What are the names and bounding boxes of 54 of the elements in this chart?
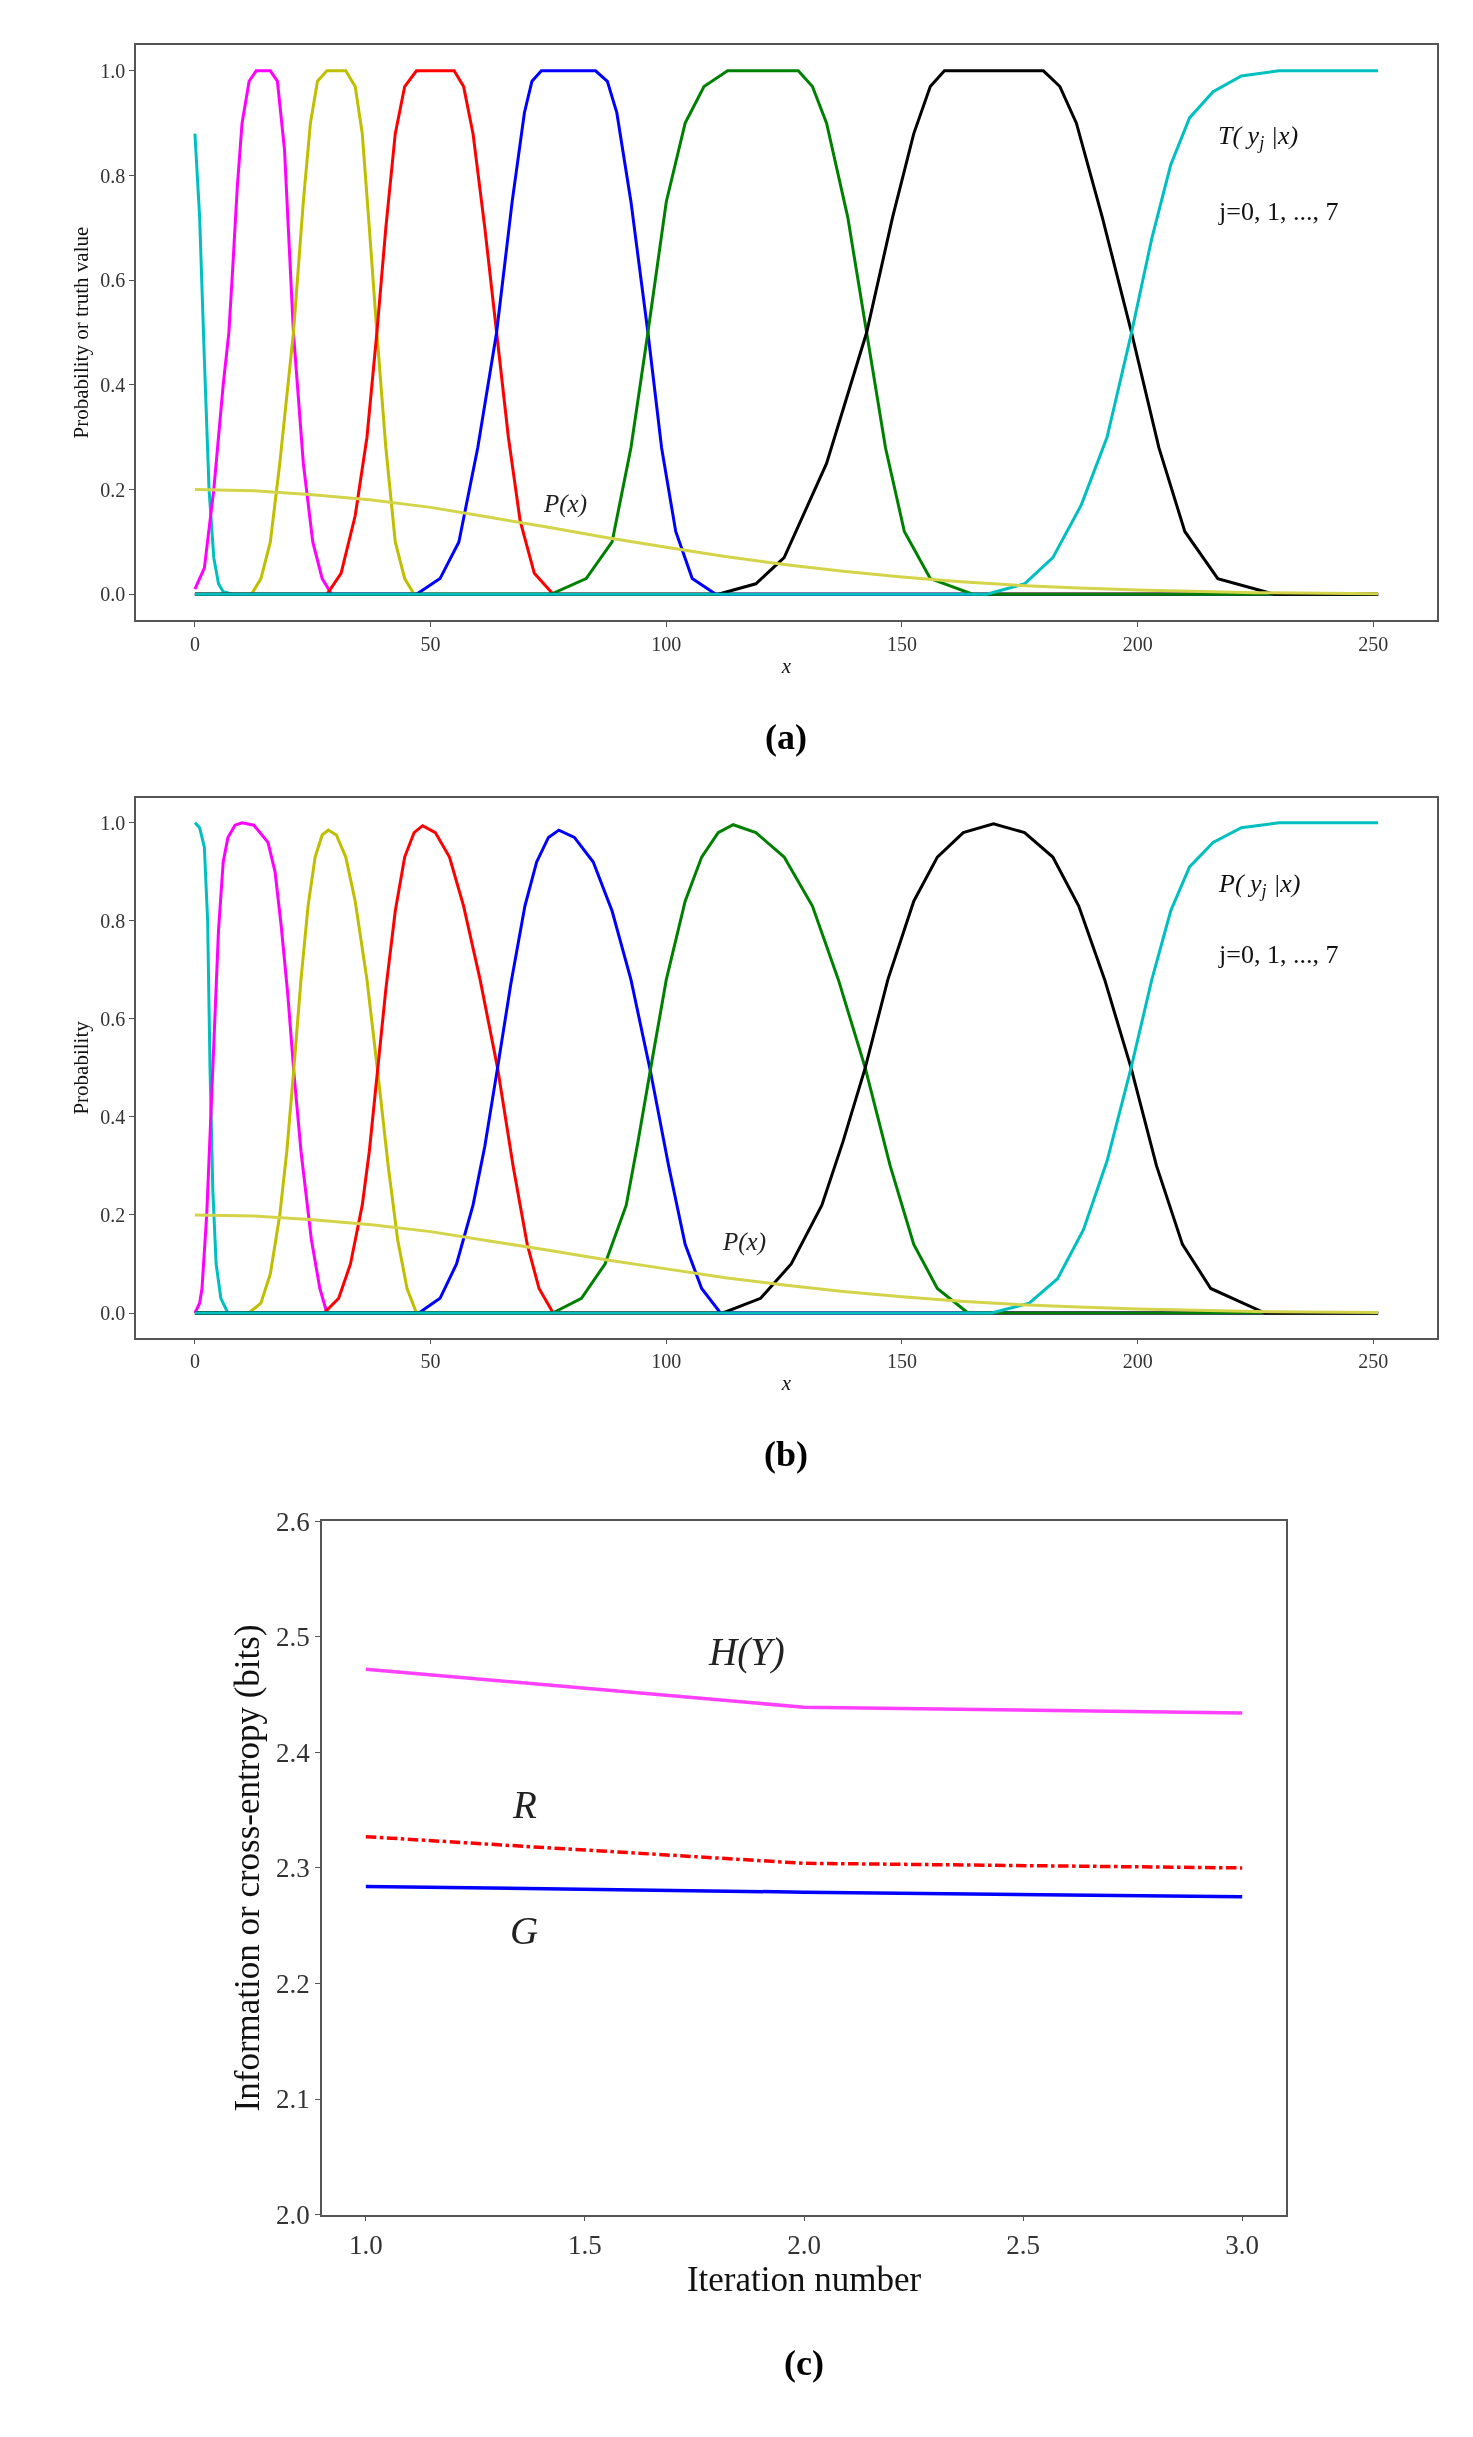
y-tick-label: 2.2	[276, 1968, 310, 1999]
x-tick-label: 0	[189, 633, 200, 656]
x-tick-label: 50	[420, 1350, 441, 1373]
series-label: H(Y)	[708, 1630, 785, 1674]
x-tick-label: 150	[886, 1350, 917, 1373]
y-axis-title: Probability	[68, 1020, 93, 1115]
x-tick-label: 1.0	[348, 2229, 383, 2260]
y-tick-label: 0.0	[100, 1302, 126, 1325]
series-label: G	[510, 1909, 539, 1952]
y-tick-label: 2.6	[276, 1506, 310, 1537]
y-axis-title: Information or cross-entropy (bits)	[227, 1624, 267, 2112]
annotation: P( y$_{j}$ |x)	[1218, 869, 1301, 902]
series-label: P(x)	[722, 1228, 767, 1256]
annotation: T( y$_{j}$ |x)	[1218, 121, 1299, 154]
text: (c)	[784, 2343, 824, 2383]
y-tick-label: 0.0	[100, 583, 126, 606]
y-tick-label: 2.1	[276, 2084, 310, 2115]
x-tick-label: 200	[1122, 633, 1153, 656]
series-label: R	[512, 1783, 537, 1826]
x-tick-label: 100	[651, 633, 682, 656]
y-tick-label: 2.4	[276, 1737, 311, 1768]
x-tick-label: 200	[1122, 1350, 1153, 1373]
y-tick-label: 2.0	[276, 2200, 310, 2231]
x-tick-label: 50	[420, 633, 441, 656]
series-label: P(x)	[543, 490, 588, 518]
y-tick-label: 2.3	[276, 1853, 310, 1884]
x-axis-title: x	[780, 653, 792, 678]
y-axis-title: Probability or truth value	[68, 226, 93, 439]
y-tick-label: 0.8	[100, 164, 126, 187]
x-tick-label: 2.5	[1006, 2229, 1040, 2260]
y-tick-label: 0.6	[100, 1007, 126, 1030]
y-tick-label: 1.0	[100, 59, 126, 82]
x-tick-label: 2.0	[787, 2229, 821, 2260]
x-tick-label: 0	[189, 1350, 200, 1373]
y-tick-label: 0.8	[100, 909, 126, 932]
y-tick-label: 0.2	[100, 478, 126, 501]
y-tick-label: 0.4	[100, 373, 126, 396]
text: (b)	[764, 1434, 808, 1474]
x-tick-label: 250	[1358, 633, 1389, 656]
x-tick-label: 150	[886, 633, 917, 656]
x-axis-title: x	[780, 1370, 792, 1395]
x-tick-label: 1.5	[568, 2229, 602, 2260]
y-tick-label: 2.5	[276, 1622, 310, 1653]
y-tick-label: 1.0	[100, 811, 126, 834]
y-tick-label: 0.4	[100, 1105, 126, 1128]
annotation: j=0, 1, ..., 7	[1218, 197, 1339, 226]
x-tick-label: 250	[1358, 1350, 1389, 1373]
y-tick-label: 0.2	[100, 1203, 126, 1226]
annotation: j=0, 1, ..., 7	[1218, 940, 1339, 969]
x-tick-label: 3.0	[1225, 2229, 1260, 2260]
x-tick-label: 100	[651, 1350, 682, 1373]
y-tick-label: 0.6	[100, 269, 126, 292]
text: (a)	[765, 717, 807, 757]
x-axis-title: Iteration number	[686, 2259, 922, 2299]
